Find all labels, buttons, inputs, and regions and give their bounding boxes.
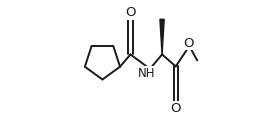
- Text: O: O: [183, 37, 193, 50]
- Text: O: O: [171, 102, 181, 115]
- Text: NH: NH: [138, 67, 155, 80]
- Polygon shape: [160, 19, 164, 54]
- Text: O: O: [125, 6, 136, 19]
